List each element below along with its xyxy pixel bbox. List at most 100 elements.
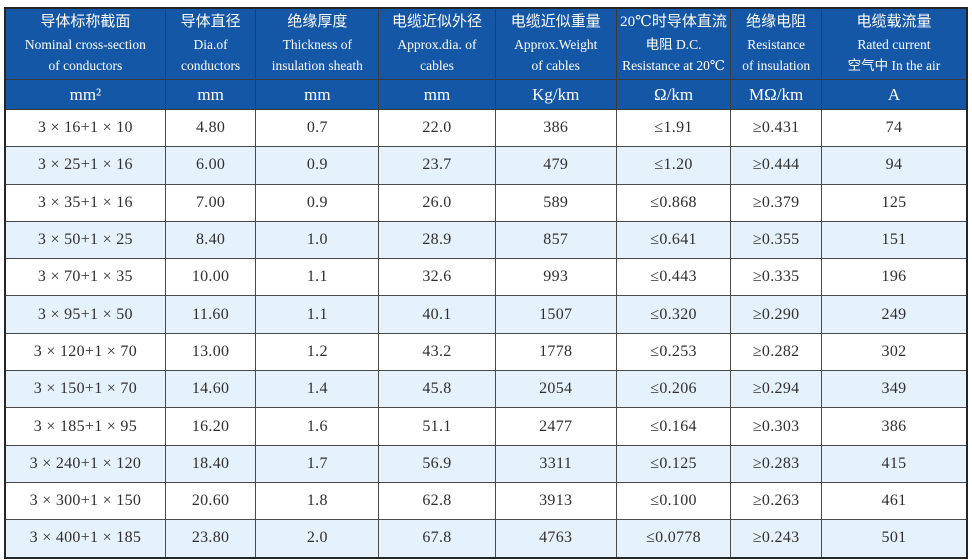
table-cell: 62.8 [378, 481, 496, 521]
table-cell: 32.6 [378, 258, 496, 297]
table-cell: 1.0 [255, 220, 380, 260]
table-row: 3 × 400+1 × 185 23.80 2.0 67.8 4763 ≤0.0778 ≥0… [4, 519, 968, 559]
table-cell: 386 [494, 108, 617, 148]
table-cell: 2054 [494, 370, 617, 409]
table-cell: 0.9 [255, 146, 380, 185]
table-cell: ≥0.444 [730, 146, 822, 185]
table-cell: ≤0.868 [615, 183, 732, 222]
table-cell: 74 [820, 108, 968, 148]
table-cell: ≥0.283 [730, 444, 822, 483]
table-cell: 589 [494, 183, 617, 222]
table-cell: ≥0.335 [730, 258, 822, 297]
table-cell: 993 [494, 258, 617, 297]
table-cell: 196 [820, 258, 968, 297]
column-header-1: 导体标称截面 Nominal cross-section of conducto… [4, 7, 166, 80]
table-cell: ≥0.294 [730, 370, 822, 409]
table-cell: 3 × 25+1 × 16 [4, 146, 166, 185]
column-unit-4: mm [378, 79, 496, 110]
table-cell: 415 [820, 444, 968, 483]
table-cell: 1.7 [255, 444, 380, 483]
table-cell: 94 [820, 146, 968, 185]
table-cell: 23.80 [164, 519, 257, 559]
table-cell: 14.60 [164, 370, 257, 409]
table-cell: ≤0.164 [615, 407, 732, 446]
table-cell: 4763 [494, 519, 617, 559]
table-cell: 3 × 35+1 × 16 [4, 183, 166, 222]
table-cell: 1.1 [255, 295, 380, 334]
table-cell: 6.00 [164, 146, 257, 185]
table-cell: 3 × 240+1 × 120 [4, 444, 166, 483]
table-cell: ≥0.355 [730, 220, 822, 260]
table-row: 3 × 120+1 × 70 13.00 1.2 43.2 1778 ≤0.253 ≥0.2… [4, 332, 968, 372]
table-cell: 28.9 [378, 220, 496, 260]
cable-spec-table-container: 导体标称截面 Nominal cross-section of conducto… [4, 7, 968, 559]
table-cell: 3 × 150+1 × 70 [4, 370, 166, 409]
column-header-7: 绝缘电阻 Resistance of insulation [730, 7, 822, 80]
column-header-4: 电缆近似外径 Approx.dia. of cables [378, 7, 496, 80]
column-unit-8: A [820, 79, 968, 110]
column-header-2: 导体直径 Dia.of conductors [164, 7, 257, 80]
table-cell: 125 [820, 183, 968, 222]
table-cell: 2.0 [255, 519, 380, 559]
table-row: 3 × 70+1 × 35 10.00 1.1 32.6 993 ≤0.443 ≥0.335… [4, 258, 968, 297]
table-cell: ≤0.0778 [615, 519, 732, 559]
table-cell: 45.8 [378, 370, 496, 409]
table-cell: 386 [820, 407, 968, 446]
table-cell: 2477 [494, 407, 617, 446]
column-unit-2: mm [164, 79, 257, 110]
table-cell: 8.40 [164, 220, 257, 260]
table-row: 3 × 95+1 × 50 11.60 1.1 40.1 1507 ≤0.320 ≥0.29… [4, 295, 968, 334]
column-unit-7: MΩ/km [730, 79, 822, 110]
table-cell: 3 × 120+1 × 70 [4, 332, 166, 372]
table-cell: 3 × 185+1 × 95 [4, 407, 166, 446]
table-cell: ≥0.303 [730, 407, 822, 446]
column-unit-6: Ω/km [615, 79, 732, 110]
units-row: mm² mm mm mm Kg/km Ω/km MΩ/km A [4, 79, 968, 110]
table-cell: ≥0.282 [730, 332, 822, 372]
table-cell: 7.00 [164, 183, 257, 222]
table-cell: 3 × 50+1 × 25 [4, 220, 166, 260]
table-cell: 3 × 70+1 × 35 [4, 258, 166, 297]
column-unit-1: mm² [4, 79, 166, 110]
table-cell: 3 × 400+1 × 185 [4, 519, 166, 559]
table-cell: ≤0.206 [615, 370, 732, 409]
table-row: 3 × 240+1 × 120 18.40 1.7 56.9 3311 ≤0.125 ≥0.… [4, 444, 968, 483]
table-cell: ≤1.20 [615, 146, 732, 185]
table-cell: ≤0.320 [615, 295, 732, 334]
table-cell: 67.8 [378, 519, 496, 559]
table-cell: 1.4 [255, 370, 380, 409]
table-cell: 40.1 [378, 295, 496, 334]
table-cell: ≥0.290 [730, 295, 822, 334]
table-cell: 1.1 [255, 258, 380, 297]
table-cell: 18.40 [164, 444, 257, 483]
table-row: 3 × 25+1 × 16 6.00 0.9 23.7 479 ≤1.20 ≥0.444 94 [4, 146, 968, 185]
column-header-3: 绝缘厚度 Thickness of insulation sheath [255, 7, 380, 80]
table-cell: ≥0.431 [730, 108, 822, 148]
table-cell: 3311 [494, 444, 617, 483]
table-cell: 1507 [494, 295, 617, 334]
table-cell: 479 [494, 146, 617, 185]
cable-spec-table: 导体标称截面 Nominal cross-section of conducto… [4, 7, 968, 559]
table-cell: 3913 [494, 481, 617, 521]
table-cell: 11.60 [164, 295, 257, 334]
table-cell: ≤0.125 [615, 444, 732, 483]
table-cell: 151 [820, 220, 968, 260]
table-cell: 349 [820, 370, 968, 409]
table-cell: 3 × 300+1 × 150 [4, 481, 166, 521]
table-cell: 4.80 [164, 108, 257, 148]
table-cell: ≤1.91 [615, 108, 732, 148]
table-cell: 13.00 [164, 332, 257, 372]
table-row: 3 × 185+1 × 95 16.20 1.6 51.1 2477 ≤0.164 ≥0.3… [4, 407, 968, 446]
table-cell: 1.2 [255, 332, 380, 372]
header-row: 导体标称截面 Nominal cross-section of conducto… [4, 7, 968, 80]
table-cell: 56.9 [378, 444, 496, 483]
table-cell: 51.1 [378, 407, 496, 446]
table-cell: ≤0.443 [615, 258, 732, 297]
table-cell: 22.0 [378, 108, 496, 148]
table-cell: ≥0.263 [730, 481, 822, 521]
table-row: 3 × 300+1 × 150 20.60 1.8 62.8 3913 ≤0.100 ≥0.… [4, 481, 968, 521]
table-cell: 16.20 [164, 407, 257, 446]
table-body: 3 × 16+1 × 10 4.80 0.7 22.0 386 ≤1.91 ≥0.431 74… [4, 108, 968, 559]
table-cell: 20.60 [164, 481, 257, 521]
table-cell: ≤0.253 [615, 332, 732, 372]
